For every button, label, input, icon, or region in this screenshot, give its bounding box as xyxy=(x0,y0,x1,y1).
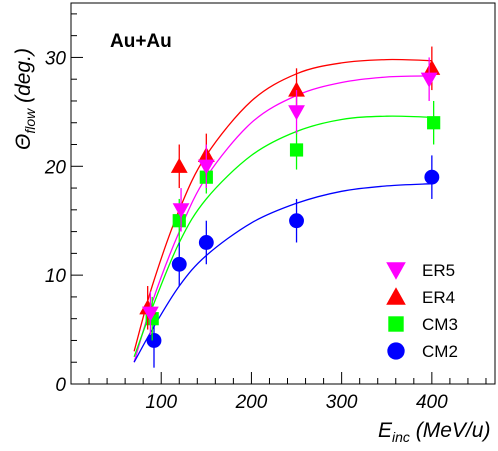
legend-label-er5: ER5 xyxy=(422,261,455,280)
data-point-cm2 xyxy=(171,256,187,272)
data-point-cm3 xyxy=(289,143,304,157)
x-tick-label: 200 xyxy=(235,392,268,413)
y-tick-label: 10 xyxy=(45,266,67,287)
annotation-label: Au+Au xyxy=(110,31,172,52)
fit-curves xyxy=(133,58,432,363)
tick-labels: 100 200 300 400 0 10 20 30 xyxy=(44,48,448,413)
data-point-cm2 xyxy=(289,213,304,229)
legend-label-cm3: CM3 xyxy=(422,315,458,334)
data-point-cm2 xyxy=(198,235,214,250)
data-point-cm3 xyxy=(427,116,441,130)
data-point-er5 xyxy=(420,72,438,88)
series-er4 xyxy=(139,46,441,330)
legend-marker-er4 xyxy=(386,287,406,305)
y-axis-label: Θflow (deg.) xyxy=(12,48,38,150)
data-point-er5 xyxy=(172,203,190,219)
x-tick-label: 400 xyxy=(416,392,448,413)
x-axis-label: Einc (MeV/u) xyxy=(378,419,490,445)
data-point-er5 xyxy=(141,306,159,322)
fit-curve-cm3 xyxy=(133,115,432,358)
plot-frame xyxy=(70,2,496,385)
y-tick-label: 30 xyxy=(45,48,67,69)
legend-label-er4: ER4 xyxy=(422,288,455,307)
fit-curve-er4 xyxy=(133,58,432,352)
axis-ticks xyxy=(71,13,487,385)
x-tick-label: 100 xyxy=(145,392,177,413)
legend-label-cm2: CM2 xyxy=(422,342,458,361)
legend-marker-cm2 xyxy=(387,342,405,360)
legend: ER5 ER4 CM3 CM2 xyxy=(386,261,458,361)
x-tick-label: 300 xyxy=(326,392,358,413)
fit-curve-er5 xyxy=(133,75,432,363)
legend-marker-er5 xyxy=(386,262,406,280)
data-point-er5 xyxy=(288,105,305,121)
data-point-er4 xyxy=(288,81,305,97)
data-points xyxy=(139,46,441,368)
data-point-cm3 xyxy=(172,214,186,228)
data-point-er4 xyxy=(423,59,441,75)
fit-curve-cm2 xyxy=(133,183,432,363)
series-cm2 xyxy=(146,155,440,368)
data-point-er5 xyxy=(197,159,215,175)
y-tick-label: 20 xyxy=(44,157,67,178)
y-tick-label: 0 xyxy=(55,375,66,396)
data-point-er4 xyxy=(170,157,188,173)
data-point-cm2 xyxy=(146,333,162,348)
series-er5 xyxy=(141,57,438,336)
data-point-cm2 xyxy=(424,169,440,185)
legend-marker-cm3 xyxy=(388,316,404,332)
